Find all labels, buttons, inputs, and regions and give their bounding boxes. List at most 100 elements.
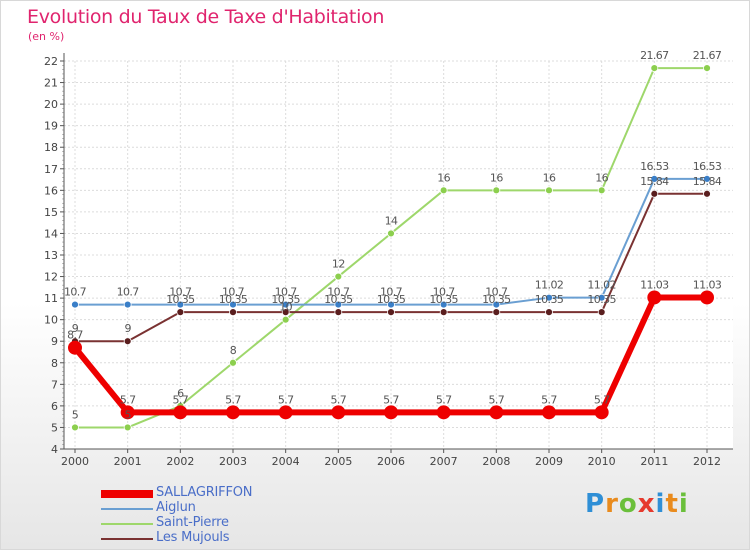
data-label-saint-pierre: 16: [595, 171, 608, 184]
data-label-les-mujouls: 10.35: [429, 293, 458, 306]
data-label-saint-pierre: 10: [279, 301, 292, 314]
y-tick-label: 9: [51, 335, 58, 348]
data-label-aiglun: 11.02: [535, 279, 564, 292]
x-tick-label: 2010: [588, 455, 616, 468]
data-label-les-mujouls: 10.35: [377, 293, 406, 306]
data-label-sallagriffon: 5.7: [278, 393, 294, 406]
y-tick-label: 6: [51, 400, 58, 413]
unit-label: (en %): [28, 30, 65, 43]
data-label-les-mujouls: 10.35: [587, 293, 616, 306]
data-point-saint-pierre: [71, 423, 79, 432]
x-tick-label: 2009: [535, 455, 563, 468]
y-tick-label: 8: [51, 357, 58, 370]
data-label-sallagriffon: 5.7: [225, 393, 241, 406]
data-label-sallagriffon: 5.7: [120, 393, 136, 406]
x-tick-label: 2000: [61, 455, 89, 468]
data-label-aiglun: 10.7: [275, 286, 298, 299]
data-point-sallagriffon: [68, 340, 82, 355]
data-point-saint-pierre: [492, 186, 501, 195]
y-tick-label: 14: [44, 227, 58, 240]
data-point-sallagriffon: [700, 290, 714, 305]
data-label-les-mujouls: 10.35: [219, 293, 248, 306]
data-point-saint-pierre: [439, 186, 448, 195]
data-label-sallagriffon: 5.7: [436, 393, 452, 406]
data-label-sallagriffon: 5.7: [383, 393, 399, 406]
data-label-sallagriffon: 8.7: [67, 329, 83, 342]
data-label-aiglun: 10.7: [64, 286, 87, 299]
data-point-saint-pierre: [229, 358, 237, 367]
data-point-saint-pierre: [597, 186, 606, 195]
data-point-les-mujouls: [597, 308, 606, 317]
data-label-les-mujouls: 10.35: [535, 293, 564, 306]
chart-title: Evolution du Taux de Taxe d'Habitation: [27, 6, 385, 28]
y-tick-label: 10: [44, 314, 58, 327]
data-point-aiglun: [545, 293, 553, 302]
data-label-sallagriffon: 5.7: [541, 393, 557, 406]
data-label-aiglun: 10.7: [485, 286, 508, 299]
y-tick-label: 13: [44, 249, 58, 262]
data-point-les-mujouls: [281, 308, 290, 317]
data-point-sallagriffon: [120, 405, 135, 420]
data-point-aiglun: [334, 300, 343, 309]
data-label-saint-pierre: 21.67: [640, 49, 669, 62]
data-label-saint-pierre: 21.67: [693, 49, 722, 62]
data-point-les-mujouls: [439, 308, 448, 317]
data-label-saint-pierre: 6: [177, 387, 184, 400]
data-point-sallagriffon: [331, 405, 346, 420]
data-label-sallagriffon: 5.7: [594, 393, 610, 406]
data-point-aiglun: [597, 293, 606, 302]
data-point-aiglun: [176, 300, 185, 309]
legend-label-sallagriffon: SALLAGRIFFON: [156, 485, 253, 500]
data-label-sallagriffon: 11.03: [640, 278, 669, 291]
data-label-aiglun: 10.7: [117, 286, 140, 299]
y-tick-label: 15: [44, 206, 58, 219]
data-label-sallagriffon: 5.7: [330, 393, 346, 406]
legend-label-aiglun: Aiglun: [156, 500, 196, 515]
data-point-les-mujouls: [387, 308, 395, 317]
legend-swatch-aiglun: [101, 508, 153, 510]
x-tick-label: 2005: [324, 455, 352, 468]
data-label-aiglun: 10.7: [169, 286, 192, 299]
data-label-aiglun: 10.7: [222, 286, 245, 299]
y-tick-label: 4: [51, 443, 58, 456]
x-tick-label: 2011: [640, 455, 668, 468]
data-label-les-mujouls: 10.35: [166, 293, 195, 306]
data-point-aiglun: [492, 300, 501, 309]
data-label-sallagriffon: 5.7: [488, 393, 504, 406]
data-label-aiglun: 10.7: [380, 286, 403, 299]
data-point-sallagriffon: [384, 405, 398, 420]
y-tick-label: 11: [44, 292, 58, 305]
data-label-les-mujouls: 15.84: [693, 175, 722, 188]
data-point-aiglun: [387, 300, 395, 309]
data-label-saint-pierre: 16: [437, 171, 450, 184]
data-point-sallagriffon: [278, 405, 293, 420]
x-tick-label: 2002: [166, 455, 194, 468]
y-tick-label: 19: [44, 120, 58, 133]
data-label-saint-pierre: 16: [543, 171, 556, 184]
data-point-sallagriffon: [594, 405, 609, 420]
data-point-saint-pierre: [545, 186, 553, 195]
x-tick-label: 2008: [482, 455, 510, 468]
data-label-aiglun: 11.02: [587, 279, 616, 292]
data-point-sallagriffon: [173, 405, 188, 420]
x-tick-label: 2006: [377, 455, 405, 468]
data-label-les-mujouls: 15.84: [640, 175, 669, 188]
x-tick-label: 2007: [430, 455, 458, 468]
data-label-les-mujouls: 9: [72, 322, 79, 335]
data-point-saint-pierre: [387, 229, 395, 238]
data-label-les-mujouls: 9: [124, 322, 131, 335]
data-point-saint-pierre: [703, 64, 711, 73]
data-point-les-mujouls: [229, 308, 237, 317]
data-label-saint-pierre: 5: [124, 408, 131, 421]
y-tick-label: 20: [44, 98, 58, 111]
data-point-les-mujouls: [650, 189, 659, 198]
data-label-aiglun: 10.7: [433, 286, 456, 299]
data-point-aiglun: [650, 175, 659, 183]
data-label-aiglun: 10.7: [327, 286, 350, 299]
data-label-aiglun: 16.53: [693, 160, 722, 173]
data-label-saint-pierre: 5: [72, 408, 79, 421]
data-label-les-mujouls: 10.35: [271, 293, 300, 306]
data-label-saint-pierre: 8: [230, 344, 237, 357]
data-point-aiglun: [229, 300, 237, 309]
